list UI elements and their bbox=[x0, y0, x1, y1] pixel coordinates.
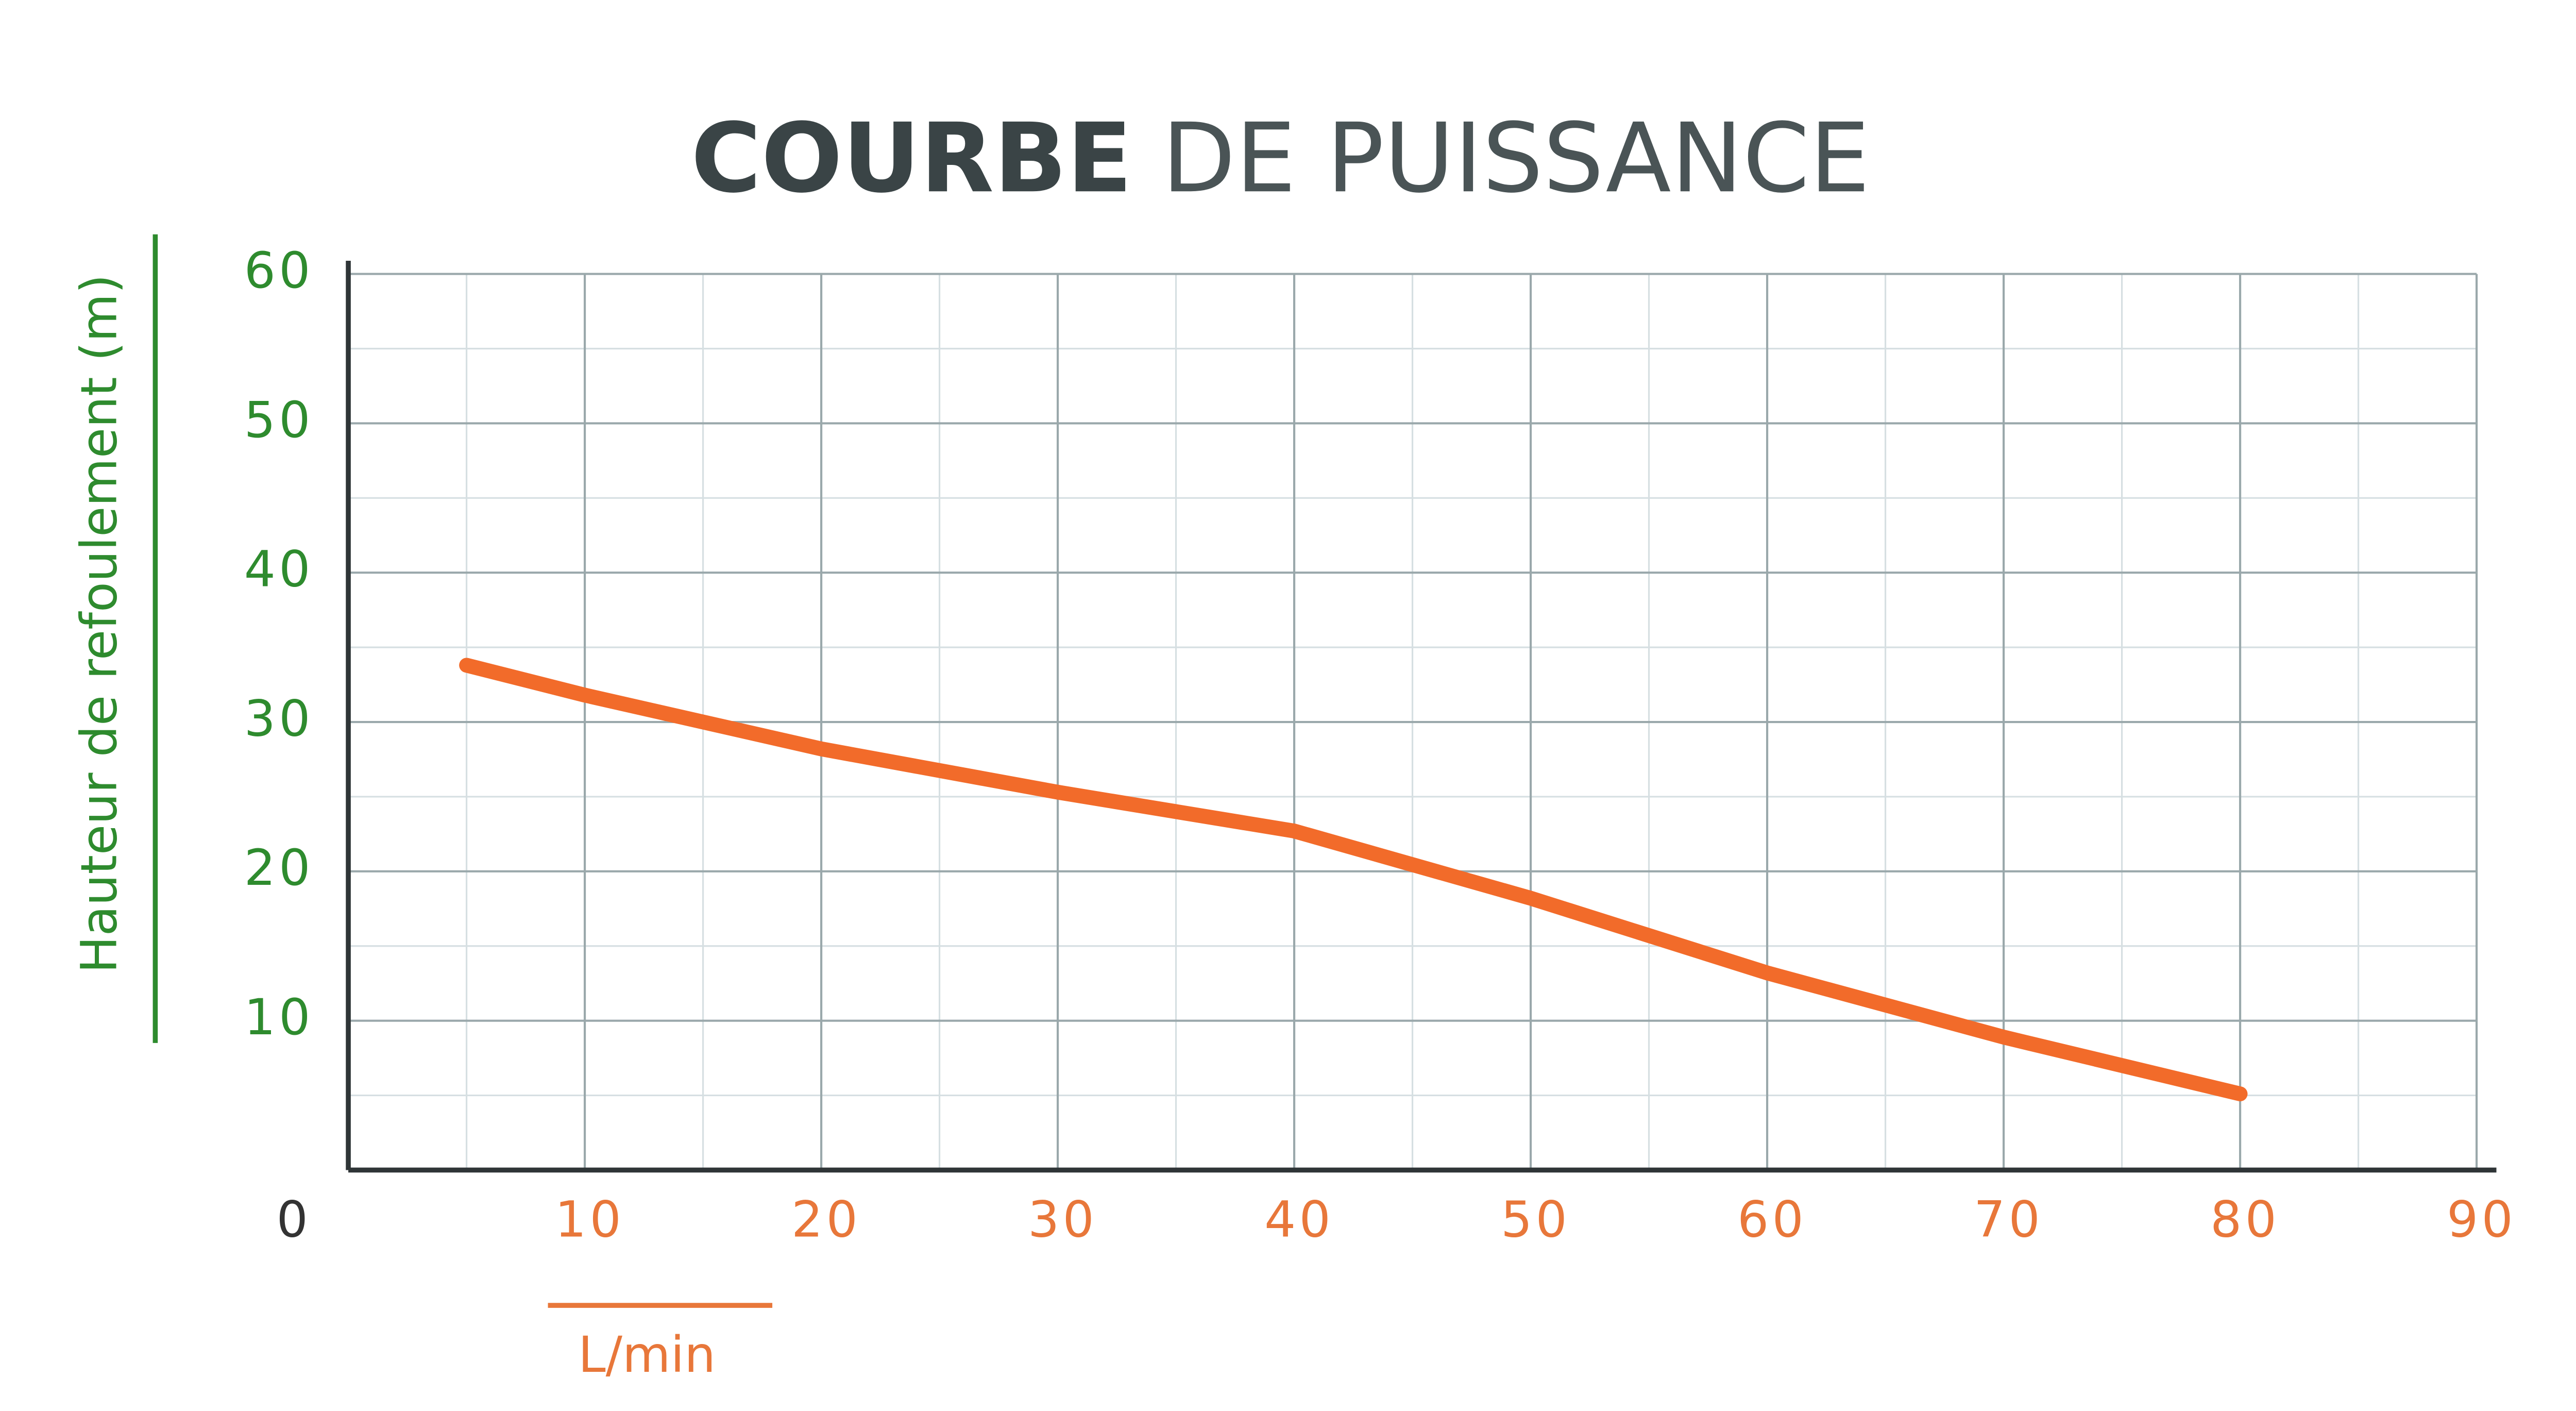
x-tick-label: 0 bbox=[277, 1190, 312, 1248]
x-tick-label: 50 bbox=[1501, 1190, 1570, 1248]
title-light: DE PUISSANCE bbox=[1162, 103, 1870, 214]
y-tick-label: 10 bbox=[244, 988, 314, 1046]
y-tick-label: 40 bbox=[244, 541, 314, 598]
chart-title: COURBE DE PUISSANCE bbox=[691, 103, 1870, 214]
x-tick-label: 80 bbox=[2210, 1190, 2280, 1248]
x-tick-label: 90 bbox=[2447, 1190, 2516, 1248]
y-tick-label: 20 bbox=[244, 839, 314, 897]
x-axis-label: L/min bbox=[578, 1326, 716, 1384]
x-tick-label: 60 bbox=[1737, 1190, 1807, 1248]
y-tick-label: 30 bbox=[244, 690, 314, 747]
x-tick-label: 10 bbox=[555, 1190, 624, 1248]
x-tick-label: 40 bbox=[1264, 1190, 1334, 1248]
x-tick-label: 20 bbox=[791, 1190, 861, 1248]
y-axis-label: Hauteur de refoulement (m) bbox=[70, 274, 128, 973]
y-tick-label: 50 bbox=[244, 391, 314, 449]
x-tick-label: 30 bbox=[1028, 1190, 1097, 1248]
y-tick-label: 60 bbox=[244, 242, 314, 299]
x-tick-label: 70 bbox=[1974, 1190, 2043, 1248]
data-line bbox=[459, 658, 2248, 1102]
title-bold: COURBE bbox=[691, 103, 1132, 214]
